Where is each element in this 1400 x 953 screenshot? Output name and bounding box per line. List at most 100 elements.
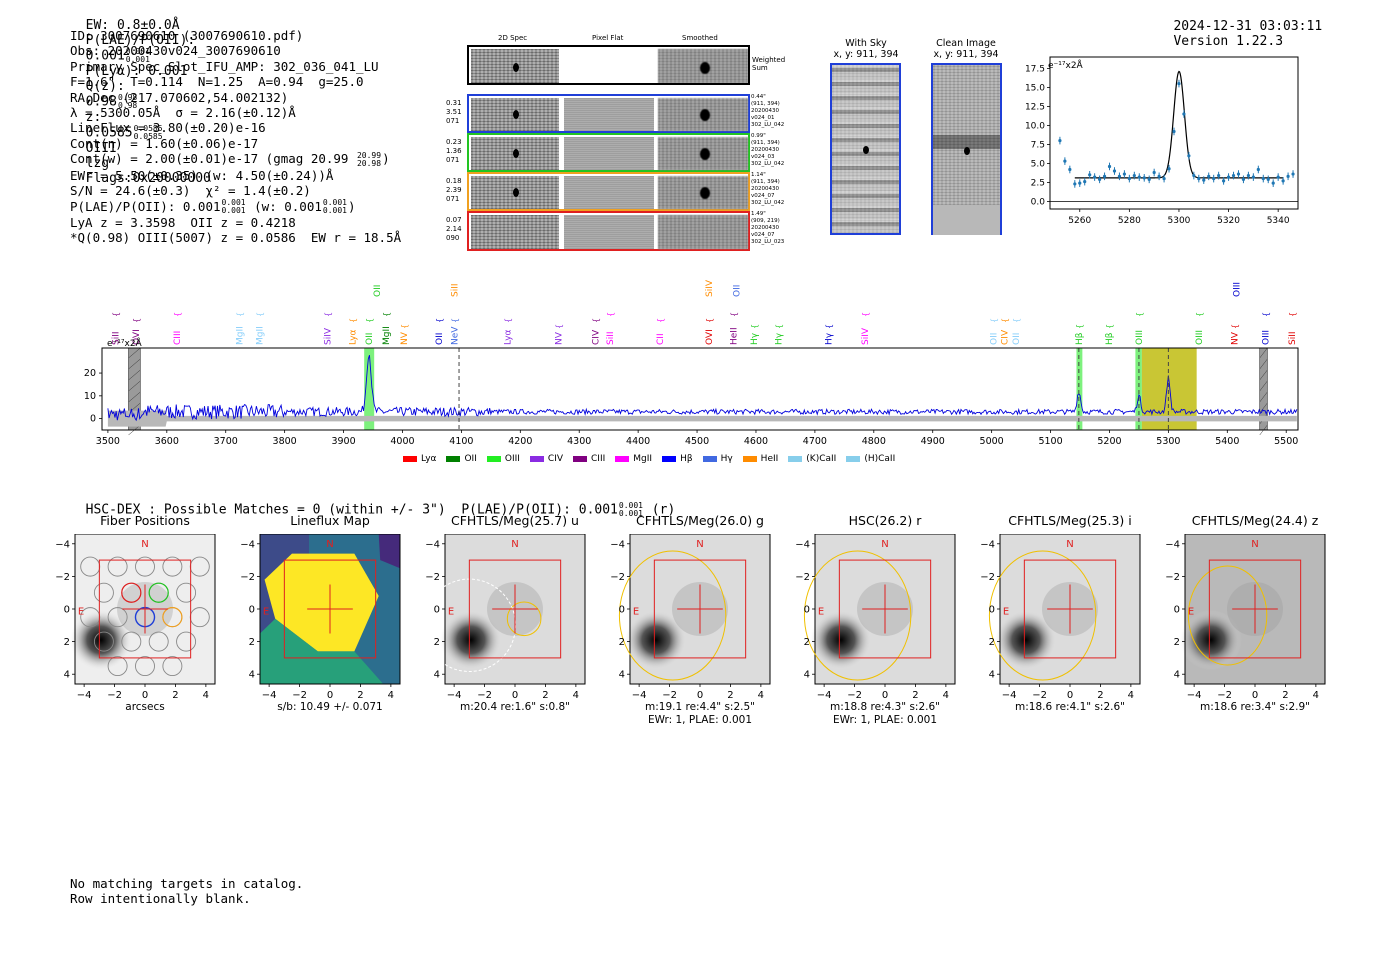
linefit-point: [1217, 173, 1221, 178]
spectrum-line-label-brace: {: [255, 312, 264, 317]
spectrum-line-label: Lyα {: [503, 318, 513, 345]
row-right-label: 1.49" (909, 219) 20200430 v024_07 302_LU_023: [751, 211, 784, 246]
hsc-x-tick-label: −4: [1187, 690, 1202, 701]
linefit-x-tick-label: 5320: [1217, 216, 1240, 226]
hsc-y-tick-label: 4: [804, 670, 810, 681]
cutout-smooth: [658, 176, 748, 209]
footer-line-2: Row intentionally blank.: [70, 891, 251, 906]
hsc-y-tick-label: −2: [240, 572, 255, 583]
hsc-panel-caption: m:20.4 re:1.6" s:0.8": [460, 701, 570, 713]
footer-line-1: No matching targets in catalog.: [70, 876, 304, 891]
header-qz-value: 0.98: [85, 94, 117, 110]
linefit-point: [1202, 178, 1206, 182]
spectrum-line-label: OIII{: [1233, 282, 1243, 297]
linefit-point: [1093, 175, 1097, 179]
clean-band: [933, 135, 1000, 149]
header-z-label: z:: [85, 110, 102, 125]
weighted-smooth: [658, 49, 748, 83]
fiber-circle-green: [148, 582, 169, 603]
hsc-panel-caption: m:18.8 re:4.3" s:2.6": [830, 701, 940, 713]
spectrum-line-label-text: SiIV: [861, 327, 871, 345]
info-plae-w-range: 0.001 0.001: [323, 199, 347, 215]
linefit-point: [1078, 181, 1082, 185]
linefit-y-tick-label: 15.0: [1025, 83, 1045, 93]
hsc-x-tick-label: 0: [1067, 690, 1073, 701]
spectrum-x-tick-label: 5500: [1274, 436, 1298, 447]
info-id: ID: 3007690610 (3007690610.pdf): [70, 28, 304, 43]
cutout-row: [467, 211, 750, 251]
spectrum-line-label-text: CIII: [173, 331, 183, 345]
hsc-aperture-box: [1023, 559, 1117, 659]
hsc-panel-caption-2: EWr: 1, PLAE: 0.001: [648, 714, 752, 726]
spectrum-line-label-text: OIII: [1262, 330, 1272, 345]
hsc-x-tick-label: −2: [477, 690, 492, 701]
spectrum-mask-hatch: [1259, 358, 1268, 370]
hsc-x-tick-label: 0: [327, 690, 333, 701]
spectrum-line-label-text: Hγ: [774, 332, 784, 345]
linefit-y-tick-label: 7.5: [1031, 140, 1045, 150]
hsc-x-tick-label: −2: [1217, 690, 1232, 701]
hsc-east-label: E: [78, 607, 84, 618]
legend-label: CIII: [591, 454, 606, 464]
hsc-x-tick-label: −2: [847, 690, 862, 701]
info-plae-hi: 0.001: [221, 198, 246, 208]
spectrum-line-label-text: SiIV: [324, 327, 334, 345]
col-header-smooth: Smoothed: [682, 34, 718, 42]
row-right-val: 302_LU_042: [751, 122, 785, 128]
linefit-point: [1281, 179, 1285, 183]
legend-swatch: [573, 456, 588, 462]
fiber-circle: [176, 582, 197, 603]
row-right-val: 302_LU_042: [751, 200, 785, 206]
legend-label: OII: [464, 454, 477, 464]
spectrum-line-label-brace: {: [112, 312, 121, 317]
hsc-y-tick-label: 2: [1174, 637, 1180, 648]
info-plae: P(LAE)/P(OII): 0.001 0.001 0.001 (w: 0.001…: [70, 199, 401, 216]
spectrum-y-tick-label: 20: [84, 368, 96, 379]
linefit-point: [1212, 177, 1216, 181]
cutout-source: [513, 188, 519, 197]
linefit-point: [1068, 167, 1072, 172]
row-left-val: 0.18: [446, 177, 462, 185]
weighted-sum-row: [467, 45, 750, 85]
spectrum-x-tick-label: 3700: [214, 436, 238, 447]
hsc-x-tick-label: −4: [1002, 690, 1017, 701]
spectrum-line-label-brace: {: [592, 318, 601, 323]
hsc-panel-title: CFHTLS/Meg(24.4) z: [1191, 513, 1319, 528]
spectrum-x-tick-label: 4900: [921, 436, 945, 447]
spectrum-line-label-brace: {: [656, 318, 665, 323]
row-right-val: 0.99": [751, 133, 766, 139]
cutout-flat: [564, 215, 654, 249]
hsc-y-tick-label: −4: [425, 539, 440, 550]
row-right-val: 20200430: [751, 108, 779, 114]
linefit-point: [1291, 172, 1295, 176]
fiber-circle: [107, 656, 128, 677]
hsc-y-tick-label: 2: [249, 637, 255, 648]
spectrum-line-label-brace: {: [348, 318, 357, 323]
hsc-panels: Fiber Positions N E −4 4 −2 2 0 0 2 −2 4 −4 arcsecs Li…: [0, 510, 1400, 726]
spectrum-line-label: HeII {: [730, 312, 740, 345]
spectrum-line-label: OIII{: [1195, 312, 1205, 345]
hsc-panel-title: CFHTLS/Meg(25.3) i: [1008, 513, 1132, 528]
legend-item: Hγ: [702, 454, 733, 464]
hsc-aperture-ellipse: [988, 550, 1097, 681]
row-right-label: 1.14" (911, 394) 20200430 v024_07 302_LU_042: [751, 172, 784, 207]
linefit-point: [1271, 181, 1275, 185]
hsc-summary: HSC-DEX : Possible Matches = 0 (within +…: [70, 487, 676, 518]
hsc-east-label: E: [1003, 607, 1009, 618]
hsc-x-tick-label: 0: [512, 690, 518, 701]
cutout-smooth-source: [700, 148, 710, 160]
spectrum-line-label-text: CIV: [1001, 329, 1011, 345]
row-right-val: 1.49": [751, 211, 766, 217]
hsc-galaxy-core: [995, 609, 1057, 670]
clean-image: [931, 63, 1002, 235]
legend-swatch: [529, 456, 544, 462]
info-contn: Cont(n) = 1.60(±0.06)e-17: [70, 135, 259, 151]
row-left-label: 0.31 3.51 071: [446, 99, 462, 126]
spectrum-x-tick-label: 4700: [803, 436, 827, 447]
spectrum-line-label-brace: {: [824, 324, 833, 329]
hsc-north-label: N: [141, 539, 148, 550]
spectrum-line-label-brace: {: [774, 324, 783, 329]
linefit-point: [1147, 177, 1151, 181]
